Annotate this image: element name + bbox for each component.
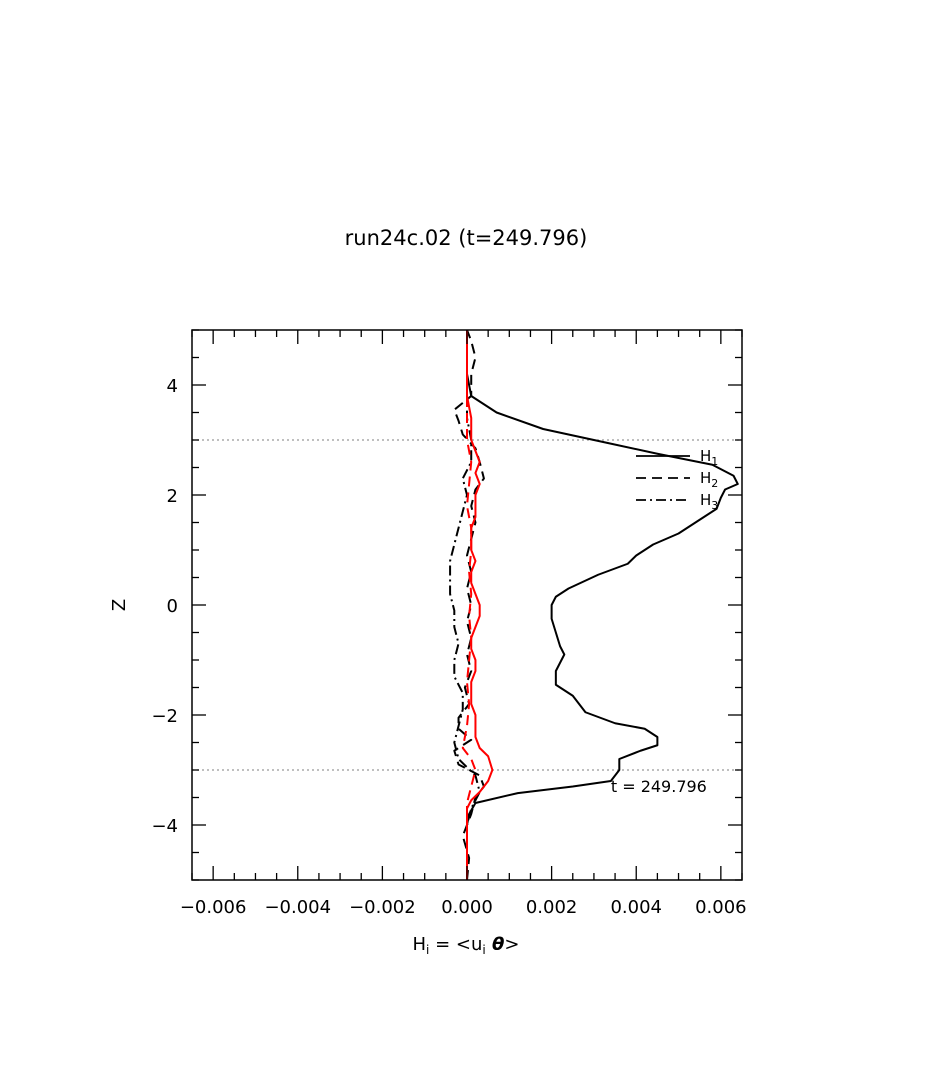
- series-line-0: [466, 330, 739, 880]
- legend: H1 H2 H3: [636, 447, 718, 512]
- legend-entry-h1: H1: [636, 447, 718, 468]
- x-tick-label: 0.002: [526, 897, 578, 918]
- chart-title: run24c.02 (t=249.796): [345, 226, 588, 250]
- legend-entry-h2: H2: [636, 469, 718, 490]
- ticks-layer: [191, 329, 743, 881]
- x-tick-labels: −0.006 −0.004 −0.002 0.000 0.002 0.004 0.006: [180, 897, 747, 918]
- series-line-1: [453, 329, 485, 881]
- y-tick-label: 2: [167, 486, 178, 507]
- y-tick-label: 0: [167, 596, 178, 617]
- legend-label-h1: H1: [700, 447, 718, 468]
- x-tick-label: −0.006: [180, 897, 247, 918]
- x-tick-label: 0.006: [695, 897, 747, 918]
- x-tick-label: −0.002: [349, 897, 416, 918]
- series-layer: [449, 329, 739, 881]
- x-axis-label: Hi = <ui θ>: [413, 934, 520, 957]
- x-tick-label: 0.000: [441, 897, 493, 918]
- legend-label-h2: H2: [700, 469, 718, 490]
- x-tick-label: 0.004: [610, 897, 662, 918]
- y-tick-label: −2: [151, 706, 178, 727]
- time-annotation: t = 249.796: [611, 777, 707, 796]
- series-line-4: [461, 330, 477, 880]
- y-tick-label: 4: [167, 376, 178, 397]
- y-tick-label: −4: [151, 816, 178, 837]
- legend-entry-h3: H3: [636, 491, 718, 512]
- legend-label-h3: H3: [700, 491, 718, 512]
- series-line-3: [466, 330, 494, 880]
- reference-lines: [192, 439, 742, 771]
- y-tick-labels: −4 −2 0 2 4: [151, 376, 178, 837]
- x-tick-label: −0.004: [264, 897, 331, 918]
- y-axis-label: Z: [109, 599, 130, 611]
